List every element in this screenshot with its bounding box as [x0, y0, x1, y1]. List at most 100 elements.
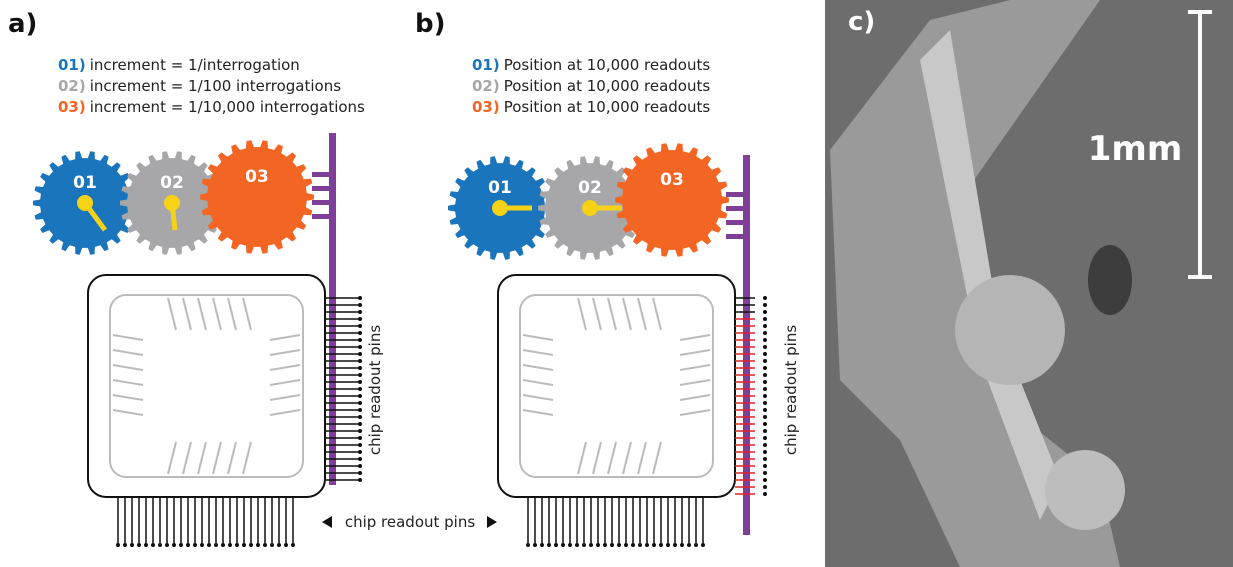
pin-end: [763, 387, 767, 391]
gear-label: 02: [578, 178, 602, 198]
pin-end: [763, 478, 767, 482]
gear-hub: [582, 200, 598, 216]
pin-end: [763, 471, 767, 475]
legend-item: 01)increment = 1/interrogation: [58, 56, 300, 74]
rack-tooth: [726, 192, 744, 197]
pin-end: [763, 436, 767, 440]
pin-end: [263, 543, 267, 547]
pin-end: [358, 443, 362, 447]
gear-hub: [164, 195, 180, 211]
pin-end: [358, 345, 362, 349]
pin-end: [358, 380, 362, 384]
gear-label: 02: [160, 173, 184, 193]
pin-end: [638, 543, 642, 547]
pin-end: [358, 317, 362, 321]
pin-end: [763, 352, 767, 356]
pin-end: [158, 543, 162, 547]
pin-end: [763, 464, 767, 468]
panel-label: b): [415, 9, 446, 39]
pin-end: [666, 543, 670, 547]
legend-num: 03): [472, 98, 500, 116]
legend-num: 02): [472, 77, 500, 95]
gear: [615, 143, 729, 256]
pin-end: [540, 543, 544, 547]
legend-text: increment = 1/interrogation: [90, 56, 300, 74]
pin-end: [214, 543, 218, 547]
pin-end: [358, 464, 362, 468]
pin-end: [763, 422, 767, 426]
pin-end: [763, 317, 767, 321]
pin-end: [358, 359, 362, 363]
pin-end: [151, 543, 155, 547]
legend-item: 02)Position at 10,000 readouts: [472, 77, 710, 95]
pin-end: [228, 543, 232, 547]
pin-end: [694, 543, 698, 547]
legend-item: 02)increment = 1/100 interrogations: [58, 77, 341, 95]
rack: [329, 133, 336, 485]
pin-end: [659, 543, 663, 547]
legend-num: 03): [58, 98, 86, 116]
pin-end: [575, 543, 579, 547]
gear-photo: [1045, 450, 1125, 530]
pin-end: [186, 543, 190, 547]
pin-end: [763, 359, 767, 363]
legend-item: 01)Position at 10,000 readouts: [472, 56, 710, 74]
gear-photo: [955, 275, 1065, 385]
pin-end: [165, 543, 169, 547]
pin-end: [358, 408, 362, 412]
pin-end: [358, 450, 362, 454]
pin-end: [701, 543, 705, 547]
legend-num: 01): [472, 56, 500, 74]
pin-end: [221, 543, 225, 547]
pin-end: [610, 543, 614, 547]
pin-end: [277, 543, 281, 547]
pin-end: [358, 373, 362, 377]
pin-end: [526, 543, 530, 547]
pin-end: [568, 543, 572, 547]
gear-hub: [492, 200, 508, 216]
legend-text: Position at 10,000 readouts: [504, 77, 711, 95]
pin-end: [763, 443, 767, 447]
pin-end: [763, 380, 767, 384]
pin-end: [763, 345, 767, 349]
gear-label: 01: [488, 178, 512, 198]
legend-text: Position at 10,000 readouts: [504, 98, 711, 116]
pin-end: [358, 436, 362, 440]
pin-end: [358, 401, 362, 405]
pin-end: [249, 543, 253, 547]
gear-label: 01: [73, 173, 97, 193]
pin-end: [358, 366, 362, 370]
rack-tooth: [726, 206, 744, 211]
gear-label: 03: [245, 167, 269, 187]
rack-tooth: [312, 172, 330, 177]
panel-label: a): [8, 9, 37, 39]
pin-end: [358, 296, 362, 300]
rack: [743, 155, 750, 535]
legend-text: Position at 10,000 readouts: [504, 56, 711, 74]
rack-tooth: [726, 234, 744, 239]
legend-text: increment = 1/10,000 interrogations: [90, 98, 365, 116]
pin-end: [561, 543, 565, 547]
pin-end: [358, 338, 362, 342]
pin-end: [596, 543, 600, 547]
chip: [498, 275, 735, 497]
pins-label: chip readout pins: [345, 513, 476, 531]
gear: [200, 140, 314, 253]
pin-end: [645, 543, 649, 547]
pin-end: [763, 492, 767, 496]
pin-end: [193, 543, 197, 547]
pin-end: [589, 543, 593, 547]
pin-end: [763, 408, 767, 412]
pin-end: [763, 303, 767, 307]
pin-end: [533, 543, 537, 547]
pin-end: [763, 457, 767, 461]
pin-end: [763, 373, 767, 377]
pin-end: [144, 543, 148, 547]
pin-end: [358, 429, 362, 433]
pins-label: chip readout pins: [366, 325, 384, 456]
pin-end: [358, 457, 362, 461]
pin-end: [270, 543, 274, 547]
pin-end: [763, 429, 767, 433]
pin-end: [200, 543, 204, 547]
pin-end: [763, 338, 767, 342]
